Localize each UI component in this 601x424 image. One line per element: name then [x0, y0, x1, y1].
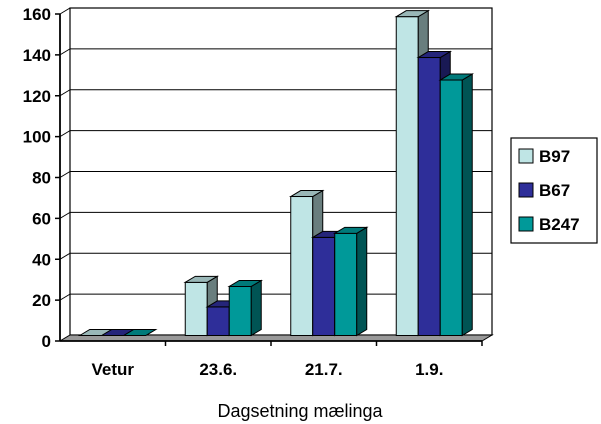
- legend-label: B97: [539, 147, 570, 166]
- y-tick-labels: 0 20 40 60 80 100 120 140 160: [23, 5, 51, 351]
- bar-front: [395, 16, 419, 337]
- y-tick-label: 40: [32, 250, 51, 269]
- category-labels: Vetur 23.6. 21.7. 1.9.: [91, 360, 443, 379]
- bar-side: [461, 73, 473, 337]
- y-tick-label: 140: [23, 46, 51, 65]
- bar: [121, 329, 158, 336]
- bar-top: [288, 190, 325, 198]
- y-tick-label: 60: [32, 209, 51, 228]
- y-tick-label: 160: [23, 5, 51, 24]
- y-tick-label: 0: [42, 332, 51, 351]
- gridline-side: [59, 7, 71, 15]
- bar-front: [206, 306, 230, 337]
- bar-top: [394, 10, 431, 18]
- gridline-side: [59, 130, 71, 138]
- bar-front: [228, 285, 252, 337]
- legend-swatch: [518, 216, 534, 232]
- bar: [332, 226, 369, 337]
- bar-front: [184, 281, 208, 336]
- gridline-side: [59, 89, 71, 97]
- y-tick-label: 120: [23, 87, 51, 106]
- bar-front: [439, 79, 463, 336]
- axes: [55, 13, 483, 346]
- bar-front: [417, 57, 441, 337]
- x-axis-label: Dagsetning mælinga: [217, 401, 383, 421]
- bar-side: [356, 226, 368, 337]
- bar-side: [250, 279, 262, 337]
- legend-swatch: [518, 182, 534, 198]
- y-tick-label: 80: [32, 169, 51, 188]
- bar-top: [438, 73, 475, 81]
- bar-front: [334, 232, 358, 336]
- bar-top: [183, 275, 220, 283]
- bar: [438, 73, 475, 337]
- category-label: 23.6.: [199, 360, 237, 379]
- gridline-side: [59, 252, 71, 260]
- category-label: Vetur: [91, 360, 134, 379]
- y-tick-label: 100: [23, 128, 51, 147]
- bar-front: [290, 196, 314, 336]
- bar-top: [332, 226, 369, 234]
- gridline-side: [59, 171, 71, 178]
- category-label: 21.7.: [305, 360, 343, 379]
- bar-top: [416, 51, 453, 59]
- bar: [227, 279, 264, 337]
- category-label: 1.9.: [415, 360, 443, 379]
- gridline-side: [59, 48, 71, 56]
- legend-swatch: [518, 148, 534, 164]
- gridline-side: [59, 211, 71, 219]
- legend-label: B247: [539, 215, 580, 234]
- bars: [77, 9, 475, 337]
- bar-top: [227, 279, 264, 287]
- gridline-side: [59, 293, 71, 301]
- bar-front: [312, 236, 336, 336]
- legend: B97 B67 B247: [510, 137, 598, 244]
- bar-top: [121, 329, 158, 336]
- y-tick-label: 20: [32, 291, 51, 310]
- legend-label: B67: [539, 181, 570, 200]
